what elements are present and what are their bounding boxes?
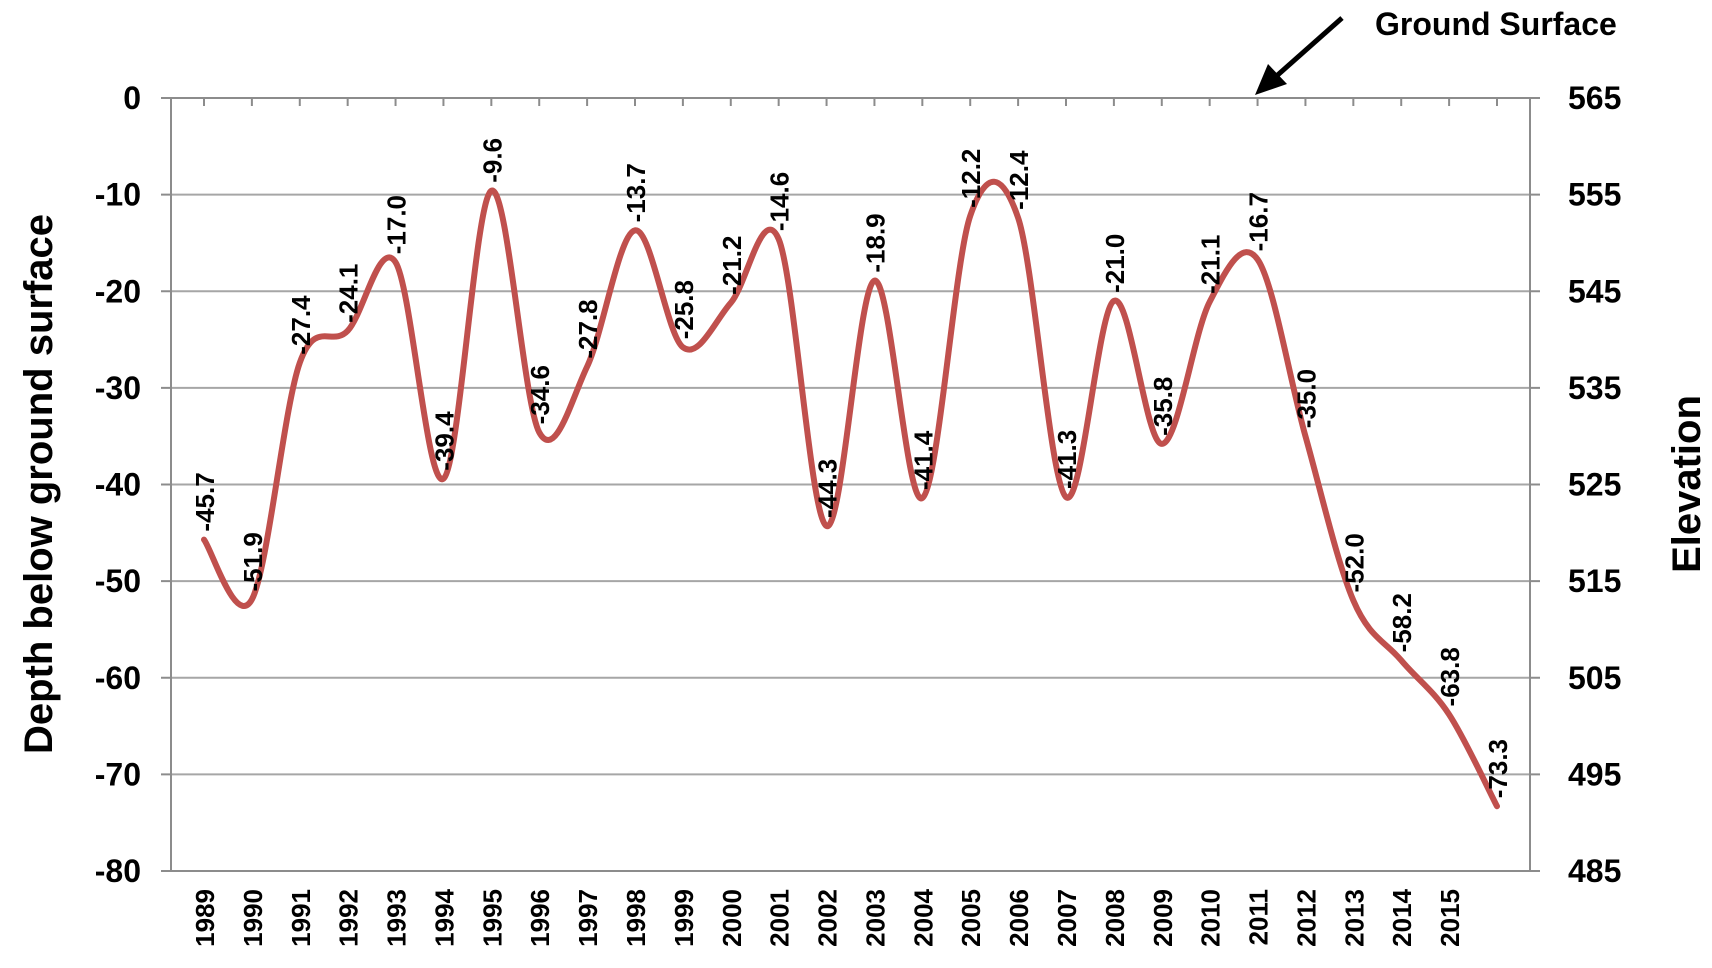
x-tick-label: 2006 (1004, 889, 1034, 947)
y2-tick-label: 515 (1568, 563, 1621, 599)
data-label: -39.4 (429, 411, 459, 471)
x-tick-label: 2004 (908, 888, 938, 946)
ground-surface-arrow-shaft (1270, 16, 1344, 82)
data-label: -21.2 (717, 236, 747, 295)
data-label: -44.3 (813, 459, 843, 518)
data-label: -52.0 (1339, 533, 1369, 592)
data-label: -45.7 (190, 472, 220, 531)
x-tick-label: 1994 (429, 888, 459, 946)
series-line-path (201, 178, 1500, 810)
x-tick-label: 1995 (477, 889, 507, 947)
x-tick-label: 1996 (525, 889, 555, 947)
y-tick-label: -60 (95, 660, 141, 696)
x-tick-label: 1993 (382, 889, 412, 947)
y-tick-label: -30 (95, 370, 141, 406)
x-tick-label: 1991 (286, 889, 316, 947)
gridlines (171, 193, 1530, 776)
x-tick-label: 2007 (1052, 889, 1082, 947)
y2-tick-label: 545 (1568, 273, 1621, 309)
y-tick-label: -20 (95, 273, 141, 309)
data-label: -73.3 (1483, 739, 1513, 798)
y-tick-label: -70 (95, 756, 141, 792)
data-label: -34.6 (525, 365, 555, 424)
y2-tick-label: 525 (1568, 467, 1621, 503)
data-label: -21.1 (1196, 235, 1226, 294)
x-tick-labels: 1989 1990 1991 1992 1993 1994 1995 1996 1997 1998… (190, 888, 1465, 946)
ground-surface-arrow-head (1255, 64, 1287, 95)
x-tick-label: 1999 (669, 889, 699, 947)
left-y-tick-labels: 0 -10 -20 -30 -40 -50 -60 -70 -80 (95, 80, 141, 889)
data-label: -35.0 (1291, 369, 1321, 428)
y2-tick-label: 535 (1568, 370, 1621, 406)
data-label: -17.0 (382, 195, 412, 254)
x-tick-label: 2001 (765, 889, 795, 947)
right-y-tick-labels: 565 555 545 535 525 515 505 495 485 (1568, 80, 1621, 889)
x-tick-label: 2009 (1148, 889, 1178, 947)
x-tick-label: 2005 (956, 889, 986, 947)
x-tick-label: 2012 (1291, 889, 1321, 947)
data-label: -35.8 (1148, 377, 1178, 436)
y2-tick-label: 485 (1568, 853, 1621, 889)
x-tick-label: 1992 (334, 889, 364, 947)
data-label: -24.1 (334, 264, 364, 323)
left-axis-title: Depth below ground surface (17, 214, 61, 754)
x-tick-label: 2000 (717, 889, 747, 947)
data-label: -9.6 (477, 138, 507, 183)
y-tick-label: 0 (123, 80, 141, 116)
series-line (201, 178, 1500, 810)
y-tick-label: -80 (95, 853, 141, 889)
data-label: -12.2 (956, 149, 986, 208)
y-tick-label: -50 (95, 563, 141, 599)
data-label: -27.8 (573, 299, 603, 358)
x-tick-label: 2015 (1435, 889, 1465, 947)
y-tick-label: -10 (95, 177, 141, 213)
data-label: -63.8 (1435, 647, 1465, 706)
data-label: -21.0 (1100, 234, 1130, 293)
x-tick-label: 2008 (1100, 889, 1130, 947)
y2-tick-label: 555 (1568, 177, 1621, 213)
y-tick-label: -40 (95, 467, 141, 503)
data-label: -41.4 (908, 430, 938, 490)
data-label: -51.9 (238, 532, 268, 591)
data-labels: -45.7-51.9-27.4-24.1-17.0-39.4-9.6-34.6-… (190, 138, 1513, 798)
data-label: -12.4 (1004, 150, 1034, 210)
y2-tick-label: 495 (1568, 756, 1621, 792)
x-tick-label: 2011 (1244, 889, 1274, 945)
data-label: -18.9 (860, 213, 890, 272)
data-label: -27.4 (286, 295, 316, 355)
data-label: -16.7 (1244, 192, 1274, 251)
x-tick-label: 2010 (1196, 889, 1226, 947)
right-axis-title: Elevation (1665, 395, 1709, 573)
ground-surface-annotation: Ground Surface (1255, 6, 1617, 95)
data-label: -58.2 (1387, 593, 1417, 652)
x-tick-label: 2014 (1387, 888, 1417, 946)
y2-tick-label: 505 (1568, 660, 1621, 696)
y2-tick-label: 565 (1568, 80, 1621, 116)
ground-surface-label: Ground Surface (1375, 6, 1617, 42)
data-label: -25.8 (669, 280, 699, 339)
data-label: -13.7 (621, 163, 651, 222)
axes (161, 97, 1540, 872)
x-tick-label: 2003 (860, 889, 890, 947)
data-label: -41.3 (1052, 430, 1082, 489)
x-tick-label: 1990 (238, 889, 268, 947)
x-tick-label: 1997 (573, 889, 603, 947)
x-tick-label: 1989 (190, 889, 220, 947)
x-tick-label: 2013 (1339, 889, 1369, 947)
x-tick-label: 2002 (813, 889, 843, 947)
x-tick-label: 1998 (621, 889, 651, 947)
data-label: -14.6 (765, 172, 795, 231)
